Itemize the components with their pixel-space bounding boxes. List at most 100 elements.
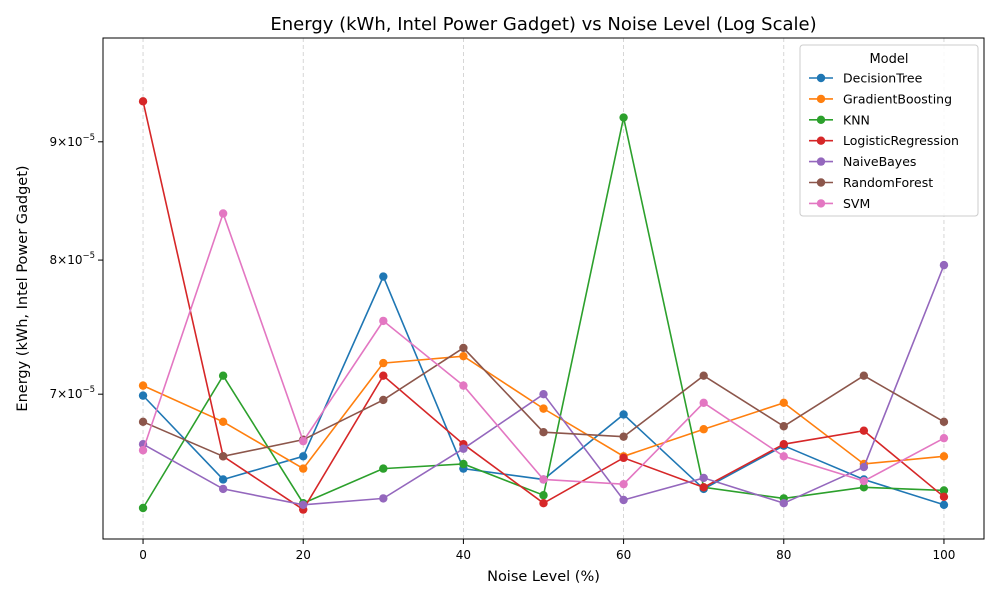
data-point-gradientboosting [379, 358, 388, 368]
data-point-randomforest [218, 452, 228, 461]
x-tick-label: 20 [296, 548, 311, 562]
data-point-decisiontree [379, 272, 388, 281]
legend-label: RandomForest [843, 175, 933, 190]
legend-label: LogisticRegression [843, 133, 959, 148]
data-point-gradientboosting [779, 398, 788, 408]
legend-label: SVM [843, 196, 870, 211]
x-axis-ticks: 0 20 40 60 80 100 [139, 539, 955, 562]
series-svm [138, 209, 949, 489]
data-point-gradientboosting [138, 381, 148, 390]
legend-label: NaiveBayes [843, 154, 916, 169]
data-point-logisticregression [539, 498, 548, 508]
data-point-knn [539, 491, 548, 500]
data-point-svm [619, 479, 628, 489]
legend-swatch-marker [816, 178, 826, 187]
y-axis-label: Energy (kWh, Intel Power Gadget) [15, 165, 31, 411]
data-point-decisiontree [218, 475, 228, 484]
legend-item-knn: KNN [809, 112, 870, 127]
data-point-svm [699, 398, 708, 408]
legend-items: DecisionTree GradientBoosting KNN LogisticR… [809, 71, 959, 211]
data-point-naivebayes [539, 389, 548, 399]
data-point-knn [138, 503, 148, 513]
data-point-naivebayes [859, 462, 869, 472]
data-point-svm [539, 475, 548, 484]
data-point-gradientboosting [699, 425, 708, 434]
data-point-decisiontree [619, 410, 628, 419]
x-tick-label: 0 [139, 548, 147, 562]
data-point-logisticregression [619, 453, 628, 463]
data-point-decisiontree [138, 391, 148, 400]
data-point-logisticregression [699, 483, 708, 492]
legend-label: DecisionTree [843, 71, 923, 86]
data-point-naivebayes [939, 260, 949, 270]
series-layer [138, 97, 949, 514]
chart-title: Energy (kWh, Intel Power Gadget) vs Nois… [270, 14, 816, 35]
legend-swatch-marker [816, 73, 826, 83]
x-tick-label: 60 [616, 548, 631, 562]
data-point-randomforest [939, 417, 949, 427]
data-point-knn [459, 459, 468, 469]
data-point-gradientboosting [299, 464, 308, 473]
legend-item-decisiontree: DecisionTree [809, 71, 923, 86]
data-point-naivebayes [779, 498, 788, 508]
data-point-randomforest [699, 371, 708, 380]
legend-swatch-marker [816, 199, 826, 208]
data-point-logisticregression [779, 439, 788, 449]
legend-item-logisticregression: LogisticRegression [809, 133, 959, 148]
data-point-gradientboosting [459, 351, 468, 361]
series-naivebayes [138, 260, 949, 509]
data-point-randomforest [379, 395, 388, 405]
x-axis-label: Noise Level (%) [487, 569, 600, 585]
data-point-logisticregression [859, 426, 869, 435]
data-point-svm [218, 209, 228, 218]
data-point-svm [299, 436, 308, 446]
data-point-randomforest [138, 417, 148, 427]
data-point-gradientboosting [539, 404, 548, 413]
data-point-svm [859, 476, 869, 486]
legend-item-svm: SVM [809, 196, 870, 211]
y-tick-label: 9×10−5 [50, 133, 96, 149]
series-gradientboosting [138, 351, 949, 473]
data-point-knn [859, 483, 869, 492]
legend-item-gradientboosting: GradientBoosting [809, 91, 952, 106]
legend: Model DecisionTree GradientBoosting KNN Log… [799, 44, 979, 217]
data-point-randomforest [859, 371, 869, 380]
data-point-decisiontree [299, 452, 308, 461]
data-point-naivebayes [619, 495, 628, 505]
legend-label: KNN [843, 112, 870, 127]
data-point-randomforest [779, 422, 788, 431]
data-point-knn [939, 486, 949, 495]
x-tick-label: 40 [456, 548, 471, 562]
data-point-svm [939, 433, 949, 443]
legend-title: Model [869, 52, 908, 67]
y-axis-ticks: 7×10−5 8×10−5 9×10−5 [50, 133, 103, 401]
legend-swatch-marker [816, 115, 826, 125]
y-tick-label: 7×10−5 [50, 385, 96, 401]
data-point-randomforest [619, 432, 628, 441]
x-tick-label: 100 [933, 548, 956, 562]
data-point-gradientboosting [939, 452, 949, 461]
data-point-randomforest [459, 343, 468, 353]
data-point-svm [779, 452, 788, 461]
plot-frame [102, 37, 985, 540]
data-point-svm [138, 446, 148, 455]
data-point-logisticregression [379, 371, 388, 380]
data-point-naivebayes [218, 484, 228, 494]
legend-swatch-marker [816, 157, 826, 166]
series-knn [138, 113, 949, 513]
data-point-knn [379, 464, 388, 473]
data-point-logisticregression [939, 492, 949, 502]
data-point-knn [218, 371, 228, 380]
x-tick-label: 80 [776, 548, 791, 562]
legend-swatch-marker [816, 94, 826, 104]
data-point-naivebayes [699, 473, 708, 483]
data-point-decisiontree [939, 500, 949, 509]
legend-item-naivebayes: NaiveBayes [809, 154, 916, 169]
data-point-svm [459, 381, 468, 390]
data-point-logisticregression [138, 97, 148, 106]
data-point-randomforest [539, 427, 548, 437]
legend-frame [799, 44, 979, 217]
data-point-svm [379, 316, 388, 326]
data-point-gradientboosting [218, 417, 228, 427]
legend-item-randomforest: RandomForest [809, 175, 933, 190]
